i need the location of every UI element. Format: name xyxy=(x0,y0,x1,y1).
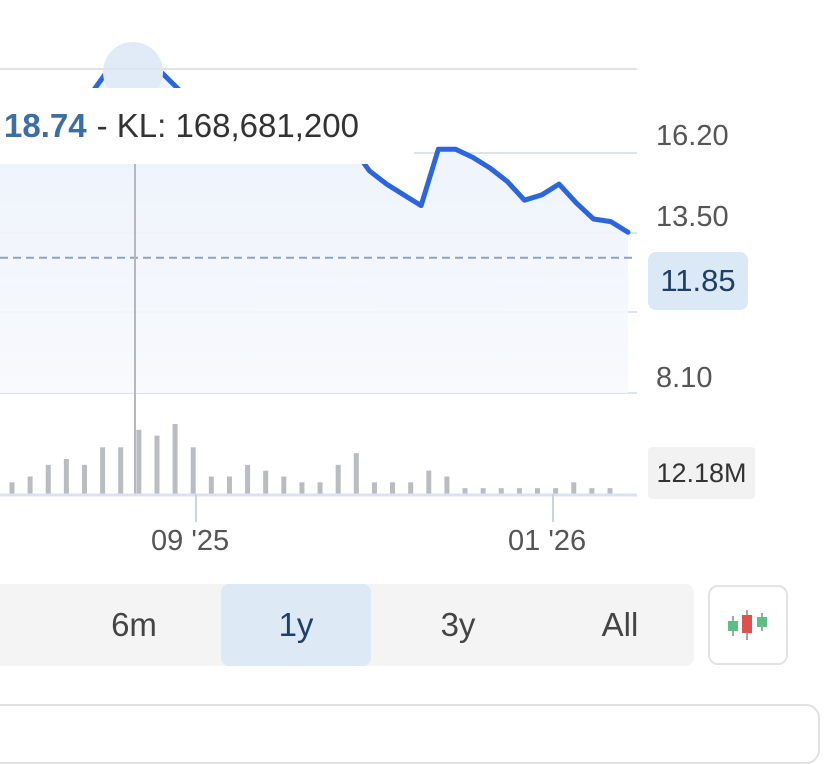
volume-bar xyxy=(299,482,305,494)
volume-bar xyxy=(81,464,87,494)
volume-bar xyxy=(172,424,178,494)
volume-bar xyxy=(317,482,323,494)
range-button-6m[interactable]: 6m xyxy=(111,606,157,643)
volume-bar xyxy=(335,464,341,494)
volume-bar xyxy=(136,429,142,494)
volume-bar xyxy=(281,476,287,494)
x-tick-label: 01 '26 xyxy=(508,525,586,557)
volume-bar xyxy=(426,470,432,494)
volume-bar xyxy=(245,464,251,494)
volume-bar xyxy=(371,482,377,494)
candlestick-icon xyxy=(728,610,767,640)
volume-bar xyxy=(589,488,595,494)
volume-bar xyxy=(462,488,468,494)
bottom-panel-edge xyxy=(0,704,820,764)
range-button-3y[interactable]: 3y xyxy=(440,606,476,643)
volume-bar xyxy=(190,447,196,494)
volume-bar xyxy=(535,488,541,494)
current-price-badge: 11.85 xyxy=(648,252,748,310)
crosshair-tooltip: 18.74 - KL: 168,681,200 xyxy=(0,88,414,164)
volume-bar xyxy=(63,459,69,494)
volume-bar xyxy=(480,488,486,494)
volume-bar xyxy=(408,482,414,494)
price-tick-label: 16.20 xyxy=(656,120,729,152)
volume-bar xyxy=(45,464,51,494)
x-axis-ticks: 09 '25 01 '26 xyxy=(151,494,586,557)
candlestick-toggle-button[interactable] xyxy=(708,585,788,665)
crosshair-marker xyxy=(103,42,163,102)
time-range-selector: 6m 1y 3y All xyxy=(0,584,694,666)
volume-bar xyxy=(208,476,214,494)
volume-bar xyxy=(118,447,124,494)
tooltip-price: 18.74 xyxy=(4,107,87,144)
volume-bar xyxy=(553,488,559,494)
volume-bar xyxy=(353,453,359,494)
volume-badge: 12.18M xyxy=(648,447,755,499)
volume-bar xyxy=(390,482,396,494)
range-button-1y[interactable]: 1y xyxy=(221,584,371,666)
price-axis-ticks: 16.20 13.50 8.10 xyxy=(656,120,729,394)
volume-bar xyxy=(226,476,232,494)
price-tick-label: 8.10 xyxy=(656,362,712,394)
x-tick-label: 09 '25 xyxy=(151,525,229,557)
range-button-all[interactable]: All xyxy=(601,606,639,643)
volume-bar xyxy=(571,482,577,494)
volume-bars xyxy=(9,424,613,494)
volume-bar xyxy=(607,488,613,494)
tooltip-volume: - KL: 168,681,200 xyxy=(96,107,359,144)
volume-bar xyxy=(27,476,33,494)
volume-bar xyxy=(9,482,15,494)
volume-bar xyxy=(444,476,450,494)
volume-bar xyxy=(100,447,106,494)
volume-bar xyxy=(498,488,504,494)
volume-bar xyxy=(263,470,269,494)
volume-bar xyxy=(154,435,160,494)
volume-bar xyxy=(516,488,522,494)
price-tick-label: 13.50 xyxy=(656,201,729,233)
